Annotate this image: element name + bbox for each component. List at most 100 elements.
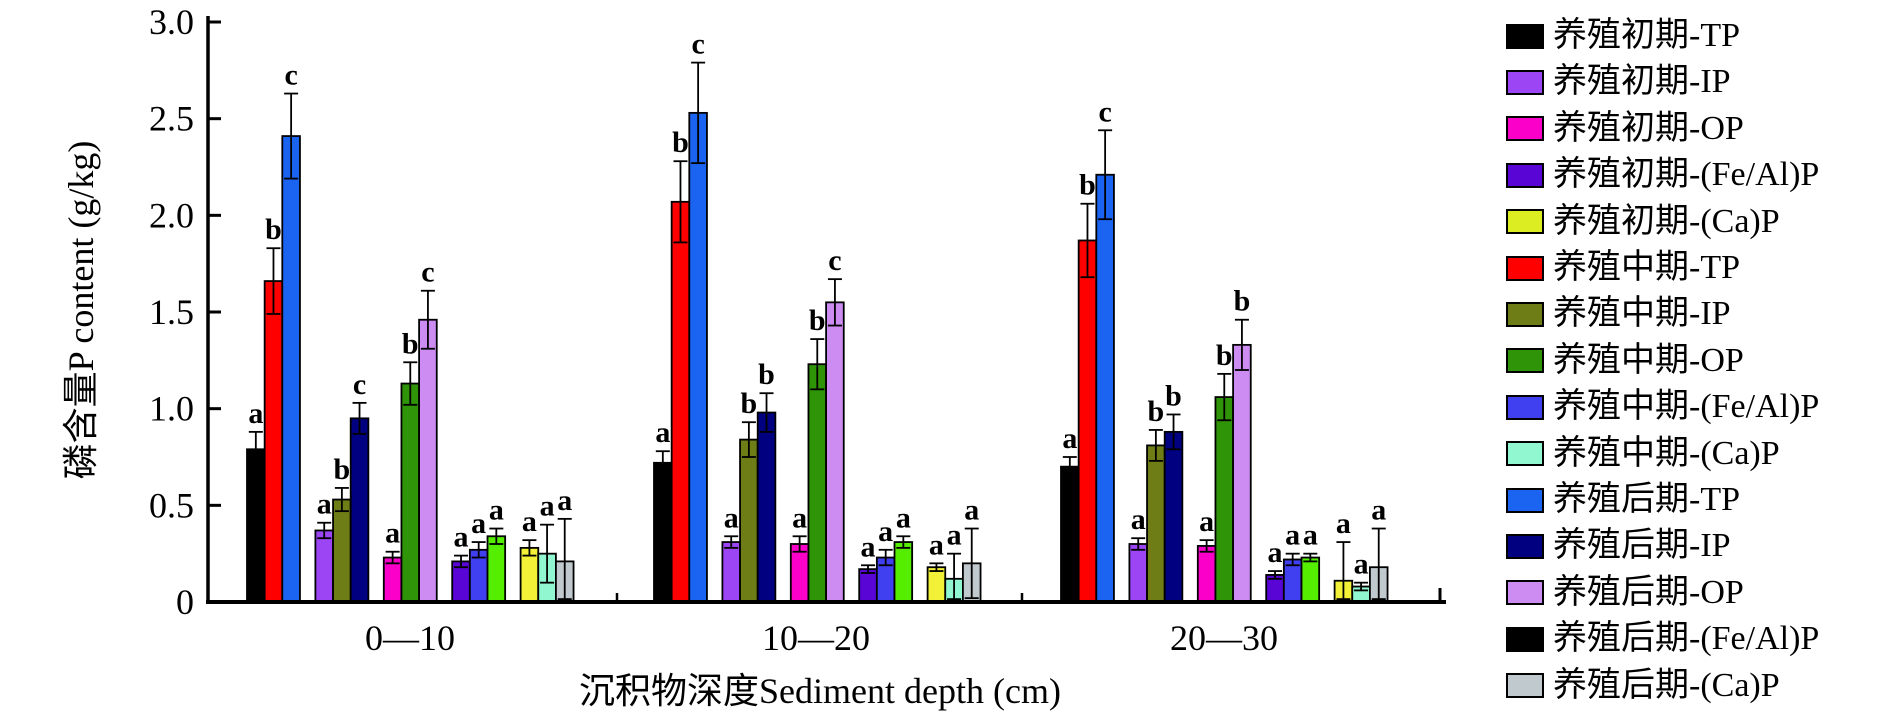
- significance-letter: c: [421, 256, 434, 289]
- bar: [1077, 239, 1098, 603]
- bar: [756, 411, 777, 603]
- significance-letter: b: [334, 453, 351, 486]
- significance-letter: b: [402, 327, 419, 360]
- significance-letter: a: [248, 397, 263, 430]
- significance-letter: c: [284, 59, 297, 92]
- legend-swatch: [1506, 673, 1544, 699]
- bar: [825, 301, 845, 603]
- significance-letter: a: [1131, 503, 1146, 536]
- legend-swatch: [1506, 348, 1544, 374]
- legend: 养殖初期-TP 养殖初期-IP 养殖初期-OP 养殖初期-(Fe/Al)P 养殖初期-(…: [1506, 0, 1890, 712]
- legend-swatch: [1506, 394, 1544, 420]
- legend-item: 养殖初期-TP: [1506, 17, 1740, 54]
- legend-swatch: [1506, 162, 1544, 188]
- x-axis-title: 沉积物深度Sediment depth (cm): [579, 671, 1061, 711]
- bar: [1146, 444, 1166, 603]
- significance-letter: a: [454, 521, 469, 554]
- y-tick-label: 0.5: [149, 485, 194, 525]
- y-tick-label: 1.0: [149, 389, 194, 429]
- bar: [314, 529, 334, 603]
- significance-letter: b: [741, 387, 758, 420]
- significance-letter: a: [878, 515, 893, 548]
- significance-letter: b: [809, 304, 826, 337]
- y-tick-label: 3.0: [149, 2, 194, 42]
- y-tick-label: 1.5: [149, 292, 194, 332]
- legend-item: 养殖初期-OP: [1506, 109, 1744, 147]
- legend-label: 养殖初期-IP: [1553, 63, 1731, 101]
- bar: [858, 568, 878, 603]
- significance-letter: a: [317, 488, 332, 521]
- bar: [807, 363, 828, 603]
- legend-item: 养殖后期-OP: [1506, 575, 1744, 609]
- bar: [893, 541, 914, 603]
- legend-label: 养殖中期-OP: [1553, 341, 1744, 379]
- bar: [789, 543, 810, 603]
- significance-letter: a: [385, 517, 400, 550]
- bar: [721, 541, 741, 603]
- legend-label: 养殖初期-OP: [1553, 109, 1744, 147]
- bar: [1300, 556, 1321, 603]
- significance-letter: a: [724, 501, 739, 534]
- legend-label: 养殖中期-(Ca)P: [1553, 434, 1780, 472]
- legend-label: 养殖中期-(Fe/Al)P: [1553, 388, 1820, 426]
- significance-letter: b: [1234, 285, 1251, 318]
- significance-letter: a: [929, 528, 944, 561]
- legend-swatch: [1506, 69, 1544, 95]
- significance-letter: a: [655, 416, 670, 449]
- bar: [332, 498, 352, 603]
- significance-letter: b: [672, 126, 689, 159]
- legend-label: 养殖初期-TP: [1553, 17, 1740, 54]
- legend-swatch: [1506, 441, 1544, 467]
- significance-letter: a: [1199, 505, 1214, 538]
- significance-letter: a: [896, 501, 911, 534]
- bar: [349, 417, 370, 603]
- y-axis-title: 磷含量P content (g/kg): [61, 140, 101, 480]
- significance-letter: a: [947, 519, 962, 552]
- significance-letter: a: [1268, 536, 1283, 569]
- significance-letter: a: [964, 494, 979, 527]
- bar: [1095, 173, 1115, 603]
- significance-letter: b: [758, 358, 775, 391]
- legend-item: 养殖后期-(Ca)P: [1506, 668, 1780, 702]
- bar: [400, 382, 421, 603]
- legend-item: 养殖中期-IP: [1506, 297, 1731, 331]
- x-tick-label: 10—20: [762, 618, 870, 658]
- bar: [263, 280, 284, 603]
- legend-item: 养殖后期-(Fe/Al)P: [1506, 620, 1820, 658]
- bar: [926, 566, 947, 603]
- legend-label: 养殖后期-(Fe/Al)P: [1553, 620, 1820, 658]
- significance-letter: c: [1098, 95, 1111, 128]
- y-tick-label: 0: [176, 582, 194, 622]
- significance-letter: a: [1371, 494, 1386, 527]
- legend-item: 养殖中期-TP: [1506, 249, 1740, 286]
- bar: [281, 135, 301, 603]
- legend-item: 养殖后期-IP: [1506, 529, 1731, 563]
- y-tick-label: 2.0: [149, 195, 194, 235]
- legend-swatch: [1506, 255, 1544, 281]
- bar: [1214, 396, 1234, 603]
- bar: [486, 535, 507, 603]
- significance-letter: c: [353, 368, 366, 401]
- significance-letter: a: [522, 505, 537, 538]
- bar: [688, 111, 708, 603]
- significance-letter: a: [540, 490, 555, 523]
- legend-item: 养殖初期-(Fe/Al)P: [1506, 158, 1819, 192]
- legend-item: 养殖中期-OP: [1506, 341, 1744, 379]
- legend-swatch: [1506, 116, 1544, 142]
- legend-swatch: [1506, 580, 1544, 606]
- significance-letter: a: [792, 501, 807, 534]
- legend-label: 养殖中期-TP: [1553, 249, 1740, 286]
- bar: [418, 318, 438, 603]
- legend-item: 养殖中期-(Ca)P: [1506, 434, 1780, 472]
- significance-letter: a: [861, 530, 876, 563]
- significance-letter: a: [1062, 422, 1077, 455]
- bar: [1196, 545, 1217, 603]
- significance-letter: a: [557, 484, 572, 517]
- significance-letter: c: [828, 244, 841, 277]
- x-tick-label: 0—10: [365, 618, 455, 658]
- legend-item: 养殖中期-(Fe/Al)P: [1506, 388, 1820, 426]
- significance-letter: a: [1285, 519, 1300, 552]
